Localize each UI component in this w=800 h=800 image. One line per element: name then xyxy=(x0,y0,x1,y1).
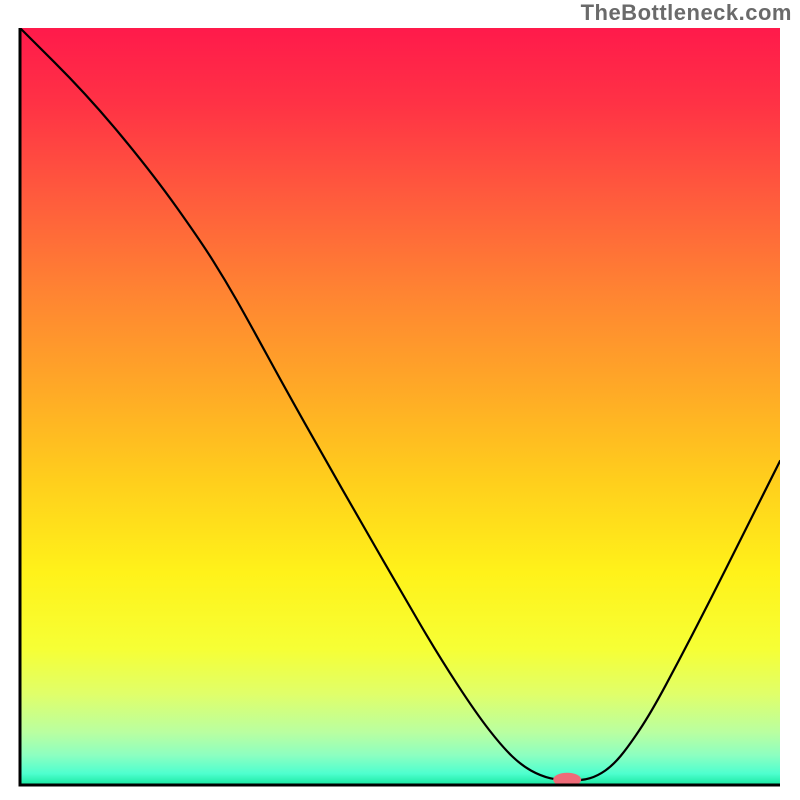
bottleneck-chart xyxy=(0,0,800,800)
watermark-label: TheBottleneck.com xyxy=(581,0,792,26)
chart-container: TheBottleneck.com xyxy=(0,0,800,800)
plot-area xyxy=(20,28,780,787)
gradient-background xyxy=(20,28,780,785)
